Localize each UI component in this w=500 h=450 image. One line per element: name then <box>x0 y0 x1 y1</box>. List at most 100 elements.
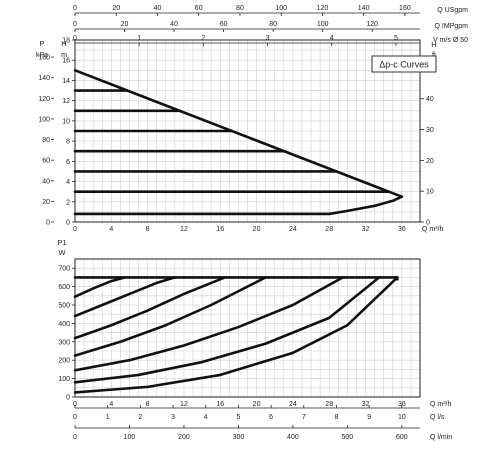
bottom-tick-label: 6 <box>269 414 273 421</box>
p-tick-label: 40 <box>42 178 50 185</box>
power-curve <box>73 276 399 394</box>
top-tick-label: 80 <box>236 5 244 12</box>
power-curve <box>73 276 227 340</box>
x-tick-label: 36 <box>398 226 406 233</box>
chart-title: Δp-c Curves <box>379 60 429 70</box>
top-scale-label: V m/s Ø 50 <box>433 37 468 44</box>
top-tick-label: 20 <box>121 21 129 28</box>
h-tick-label: 4 <box>66 179 70 186</box>
top-tick-label: 4 <box>330 35 334 42</box>
top-tick-label: 40 <box>154 5 162 12</box>
bottom-tick-label: 7 <box>302 414 306 421</box>
top-tick-label: 120 <box>317 5 329 12</box>
bottom-tick-label: 5 <box>236 414 240 421</box>
bottom-tick-label: 3 <box>171 414 175 421</box>
p-axis-label: P <box>39 39 44 48</box>
top-tick-label: 140 <box>358 5 370 12</box>
max-envelope-curve <box>73 69 404 199</box>
p-tick-label: 100 <box>38 116 50 123</box>
ft-tick-label: 0 <box>426 220 430 227</box>
bottom-scale-label: Q l/min <box>430 434 452 441</box>
power-curve <box>73 276 381 384</box>
x-tick-label: 0 <box>73 226 77 233</box>
bottom-tick-label: 100 <box>124 434 136 441</box>
power-curve <box>73 276 345 372</box>
bottom-scale-label: Q l/s <box>430 414 445 421</box>
lower-plot-frame <box>74 258 421 398</box>
top-tick-label: 120 <box>366 21 378 28</box>
upper-x-axis: 0 4 8 12 16 20 24 28 32 36 Q m³/h <box>73 226 443 233</box>
x-tick-label: 12 <box>180 226 188 233</box>
p-tick-label: 20 <box>42 199 50 206</box>
p1-tick-label: 500 <box>58 303 70 310</box>
bottom-tick-label: 36 <box>398 401 406 408</box>
bottom-tick-label: 10 <box>398 414 406 421</box>
power-curve <box>73 276 177 318</box>
p-tick-label: 160 <box>38 55 50 62</box>
x-tick-label: 20 <box>253 226 261 233</box>
top-tick-label: 100 <box>317 21 329 28</box>
top-tick-label: 40 <box>170 21 178 28</box>
bottom-tick-label: 0 <box>73 414 77 421</box>
h-tick-label: 2 <box>66 199 70 206</box>
p1-tick-label: 300 <box>58 339 70 346</box>
bottom-tick-label: 28 <box>325 401 333 408</box>
h-tick-label: 14 <box>62 78 70 85</box>
bottom-tick-label: 300 <box>233 434 245 441</box>
p-tick-label: 120 <box>38 96 50 103</box>
lower-curves <box>73 276 399 394</box>
p-tick-label: 140 <box>38 75 50 82</box>
bottom-scale-label: Q m³/h <box>430 401 451 408</box>
bottom-tick-label: 9 <box>367 414 371 421</box>
ft-tick-label: 10 <box>426 189 434 196</box>
h-tick-label: 12 <box>62 98 70 105</box>
p-tick-label: 80 <box>42 137 50 144</box>
bottom-tick-label: 8 <box>146 401 150 408</box>
h-axis-unit: m <box>61 52 67 59</box>
bottom-tick-label: 32 <box>362 401 370 408</box>
top-tick-label: 0 <box>73 35 77 42</box>
h-tick-label: 6 <box>66 159 70 166</box>
top-tick-label: 1 <box>137 35 141 42</box>
top-tick-label: 2 <box>201 35 205 42</box>
p1-tick-label: 200 <box>58 358 70 365</box>
p1-axis-unit: W <box>58 248 66 257</box>
lower-y-axis: P1W 0 100 200 300 400 500 600 700 <box>57 238 75 402</box>
bottom-tick-label: 2 <box>138 414 142 421</box>
min-curve <box>73 195 404 216</box>
p-tick-label: 0 <box>46 220 50 227</box>
p-tick-label: 60 <box>42 158 50 165</box>
ft-tick-label: 30 <box>426 127 434 134</box>
top-tick-label: 20 <box>112 5 120 12</box>
top-tick-label: 60 <box>195 5 203 12</box>
top-tick-label: 100 <box>275 5 287 12</box>
bottom-tick-label: 0 <box>73 401 77 408</box>
top-tick-label: 80 <box>269 21 277 28</box>
p1-axis-label: P1 <box>57 238 66 247</box>
top-scale-label: Q IMPgpm <box>435 23 469 30</box>
h-tick-label: 10 <box>62 118 70 125</box>
h-tick-label: 0 <box>66 220 70 227</box>
power-curve <box>73 276 127 299</box>
bottom-tick-label: 1 <box>106 414 110 421</box>
x-tick-label: 8 <box>146 226 150 233</box>
h-tick-label: 18 <box>62 38 70 45</box>
p-axis-unit: kPa <box>36 52 48 59</box>
x-tick-label: 24 <box>289 226 297 233</box>
h-tick-label: 8 <box>66 139 70 146</box>
bottom-tick-label: 4 <box>204 414 208 421</box>
bottom-tick-label: 200 <box>178 434 190 441</box>
bottom-tick-label: 24 <box>289 401 297 408</box>
bottom-tick-label: 0 <box>73 434 77 441</box>
top-tick-label: 0 <box>73 5 77 12</box>
ft-tick-label: 20 <box>426 158 434 165</box>
bottom-scales: 0 4 8 12 16 20 24 28 32 36 Q m³/h0 1 2 3 4 5 6 7 8 9 10 Q l/s… <box>73 401 452 441</box>
p1-tick-label: 600 <box>58 284 70 291</box>
h-tick-label: 16 <box>62 58 70 65</box>
bottom-tick-label: 12 <box>180 401 188 408</box>
bottom-tick-label: 500 <box>342 434 354 441</box>
top-tick-label: 60 <box>220 21 228 28</box>
bottom-tick-label: 400 <box>287 434 299 441</box>
